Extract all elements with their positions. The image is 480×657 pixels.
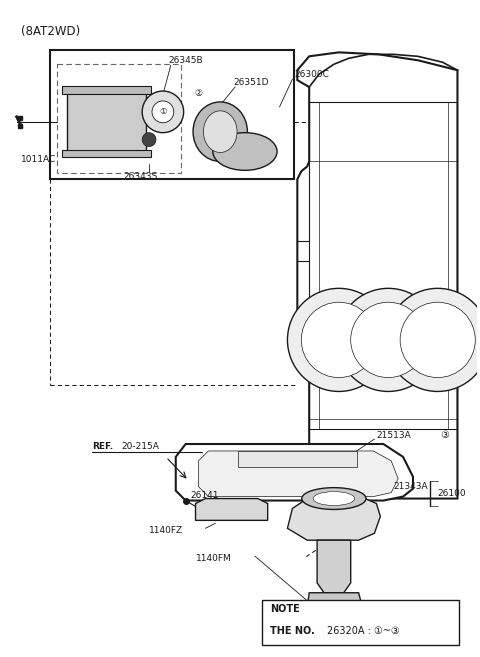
Circle shape xyxy=(351,302,426,378)
Polygon shape xyxy=(67,90,146,154)
Circle shape xyxy=(337,288,440,392)
Polygon shape xyxy=(50,51,294,179)
Circle shape xyxy=(142,133,156,147)
Polygon shape xyxy=(317,540,351,593)
Text: 26300C: 26300C xyxy=(294,70,329,79)
Text: ①: ① xyxy=(159,107,167,116)
Ellipse shape xyxy=(302,487,366,509)
Polygon shape xyxy=(62,86,151,94)
Text: REF.: REF. xyxy=(92,443,113,451)
Text: 21513A: 21513A xyxy=(376,430,411,440)
Text: 26343S: 26343S xyxy=(123,171,157,181)
Circle shape xyxy=(400,302,475,378)
Polygon shape xyxy=(307,593,362,608)
Text: (8AT2WD): (8AT2WD) xyxy=(21,24,80,37)
Text: 1011AC: 1011AC xyxy=(21,155,56,164)
Circle shape xyxy=(386,288,480,392)
Ellipse shape xyxy=(204,111,237,152)
Polygon shape xyxy=(295,53,457,501)
Text: 26351D: 26351D xyxy=(233,78,269,87)
Ellipse shape xyxy=(193,102,247,162)
Text: 1140FM: 1140FM xyxy=(195,554,231,562)
Ellipse shape xyxy=(313,491,355,505)
Text: 26141: 26141 xyxy=(191,491,219,500)
Circle shape xyxy=(301,302,376,378)
FancyBboxPatch shape xyxy=(262,600,459,645)
Polygon shape xyxy=(62,150,151,158)
Polygon shape xyxy=(288,497,380,540)
Circle shape xyxy=(142,91,184,133)
Polygon shape xyxy=(176,444,413,501)
Text: 26345B: 26345B xyxy=(169,56,204,65)
Circle shape xyxy=(152,101,174,123)
Text: 21343A: 21343A xyxy=(393,482,428,491)
Text: 20-215A: 20-215A xyxy=(121,443,159,451)
Text: 26320A : ①~③: 26320A : ①~③ xyxy=(327,626,400,637)
Text: ②: ② xyxy=(194,89,203,99)
Text: 26100: 26100 xyxy=(438,489,466,498)
Circle shape xyxy=(288,288,390,392)
Text: 1140FZ: 1140FZ xyxy=(149,526,183,535)
Text: NOTE: NOTE xyxy=(270,604,300,614)
Text: ③: ③ xyxy=(438,430,450,440)
Polygon shape xyxy=(195,499,268,520)
Polygon shape xyxy=(199,451,398,497)
Ellipse shape xyxy=(213,133,277,170)
Polygon shape xyxy=(238,451,357,467)
Text: THE NO.: THE NO. xyxy=(270,626,314,637)
